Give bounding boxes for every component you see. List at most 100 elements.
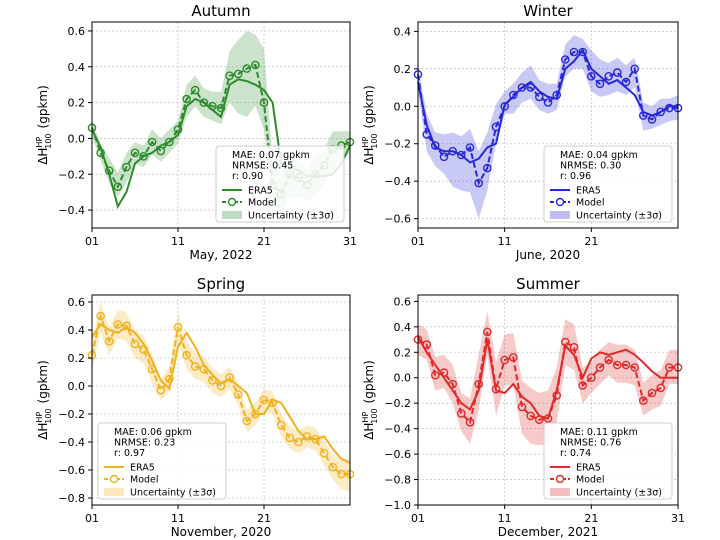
y-tick-label: 0.4 — [68, 61, 86, 74]
y-tick-label: 0.0 — [68, 132, 86, 145]
y-axis-label: ΔHHP100 (gpkm) — [361, 85, 379, 165]
model-point — [156, 146, 166, 156]
y-tick-label: 0.6 — [68, 296, 86, 309]
model-point — [268, 398, 277, 408]
legend-uncertainty-label: Uncertainty (±3σ) — [576, 488, 662, 499]
model-point — [259, 395, 269, 405]
y-label-sup: HP — [35, 412, 44, 423]
model-point — [595, 79, 605, 89]
y-tick-label: −0.4 — [58, 436, 85, 449]
y-tick-label: −0.4 — [384, 423, 411, 436]
model-point — [199, 98, 209, 107]
y-label-sup: HP — [361, 412, 370, 423]
panel-spring: 01 11 21 −0.8 −0.6 −0.4 −0.2 0.0 0.2 0.4 0.6 Spring… — [35, 275, 355, 539]
model-point — [456, 409, 466, 418]
plot-frame — [91, 294, 351, 506]
x-tick-label: 11 — [498, 235, 512, 248]
model-point — [190, 362, 200, 371]
model-point — [665, 363, 674, 372]
model-point — [216, 381, 226, 391]
plot-frame — [417, 21, 679, 229]
model-point — [561, 55, 570, 64]
x-axis-label: May, 2022 — [190, 248, 253, 262]
y-tick-label: −0.4 — [384, 175, 411, 188]
y-label-main: ΔH — [36, 148, 50, 165]
x-tick-label: 11 — [171, 235, 185, 248]
model-point — [319, 448, 329, 458]
y-tick-label: 0.2 — [68, 352, 86, 365]
model-point — [242, 64, 252, 73]
model-point — [430, 141, 440, 150]
model-point — [139, 151, 148, 161]
y-tick-label: 0.2 — [394, 346, 412, 359]
x-tick-label: 11 — [498, 512, 512, 525]
x-tick-label: 21 — [584, 235, 598, 248]
model-point — [122, 321, 131, 331]
model-point — [578, 381, 588, 390]
y-tick-label: 0.4 — [394, 25, 412, 38]
x-tick-label: 21 — [257, 235, 271, 248]
model-point — [225, 373, 234, 382]
y-tick-label: −0.8 — [384, 474, 411, 487]
y-axis-label-text: ΔHHP100 (gpkm) — [361, 85, 379, 165]
model-point — [647, 388, 657, 398]
stat-line: MAE: 0.04 gpkm — [560, 150, 638, 161]
stat-line: r: 0.90 — [232, 171, 263, 182]
model-point — [216, 103, 226, 113]
y-tick-label: 0.2 — [394, 63, 412, 76]
panel-summer: 01 11 21 31 −1.0 −0.8 −0.6 −0.4 −0.2 0.0 0.2 0.4 0.6… — [361, 275, 685, 539]
stat-line: NRMSE: 0.76 — [560, 438, 621, 449]
model-point — [569, 342, 579, 352]
model-point — [621, 77, 631, 87]
y-label-unit: (gpkm) — [362, 85, 376, 128]
plot-frame — [91, 21, 351, 229]
stat-line: NRMSE: 0.30 — [560, 161, 621, 172]
model-point — [104, 336, 114, 346]
y-label-sub: 100 — [44, 133, 53, 148]
model-point — [208, 101, 217, 111]
y-tick-label: −0.2 — [58, 408, 85, 421]
y-label-sub: 100 — [370, 133, 379, 148]
model-point — [517, 83, 527, 92]
x-tick-label: 01 — [85, 512, 99, 525]
model-point — [630, 64, 640, 74]
y-label-sup: HP — [35, 137, 44, 148]
y-tick-label: −0.8 — [58, 492, 85, 505]
y-tick-label: 0.2 — [68, 97, 86, 110]
model-point — [337, 469, 346, 479]
model-point — [656, 107, 666, 117]
model-point — [113, 320, 123, 329]
stat-line: NRMSE: 0.45 — [232, 161, 293, 172]
y-tick-label: 0.0 — [394, 372, 412, 385]
model-point — [233, 390, 243, 399]
y-tick-label: −1.0 — [384, 499, 411, 512]
model-point — [474, 178, 484, 188]
legend-model-label: Model — [576, 475, 605, 486]
x-tick-label: 31 — [671, 512, 685, 525]
model-point — [251, 60, 260, 70]
legend-model-marker — [555, 474, 565, 484]
model-point — [500, 102, 510, 111]
model-point — [613, 360, 622, 370]
model-point — [156, 385, 166, 395]
model-point — [482, 327, 492, 337]
y-tick-label: −0.2 — [384, 138, 411, 151]
legend-era5-label: ERA5 — [576, 186, 601, 197]
model-point — [259, 98, 269, 107]
panel-title: Winter — [523, 2, 573, 20]
y-label-unit: (gpkm) — [36, 85, 50, 128]
model-point — [604, 355, 614, 365]
model-point — [613, 68, 622, 77]
model-point — [104, 166, 114, 175]
model-point — [199, 364, 209, 374]
y-axis-label-text: ΔHHP100 (gpkm) — [361, 360, 379, 440]
legend-uncertainty-label: Uncertainty (±3σ) — [130, 488, 216, 499]
y-label-main: ΔH — [36, 423, 50, 440]
legend-box — [543, 145, 673, 223]
model-point — [647, 115, 657, 124]
y-tick-label: 0.4 — [394, 321, 412, 334]
x-tick-label: 21 — [257, 512, 271, 525]
